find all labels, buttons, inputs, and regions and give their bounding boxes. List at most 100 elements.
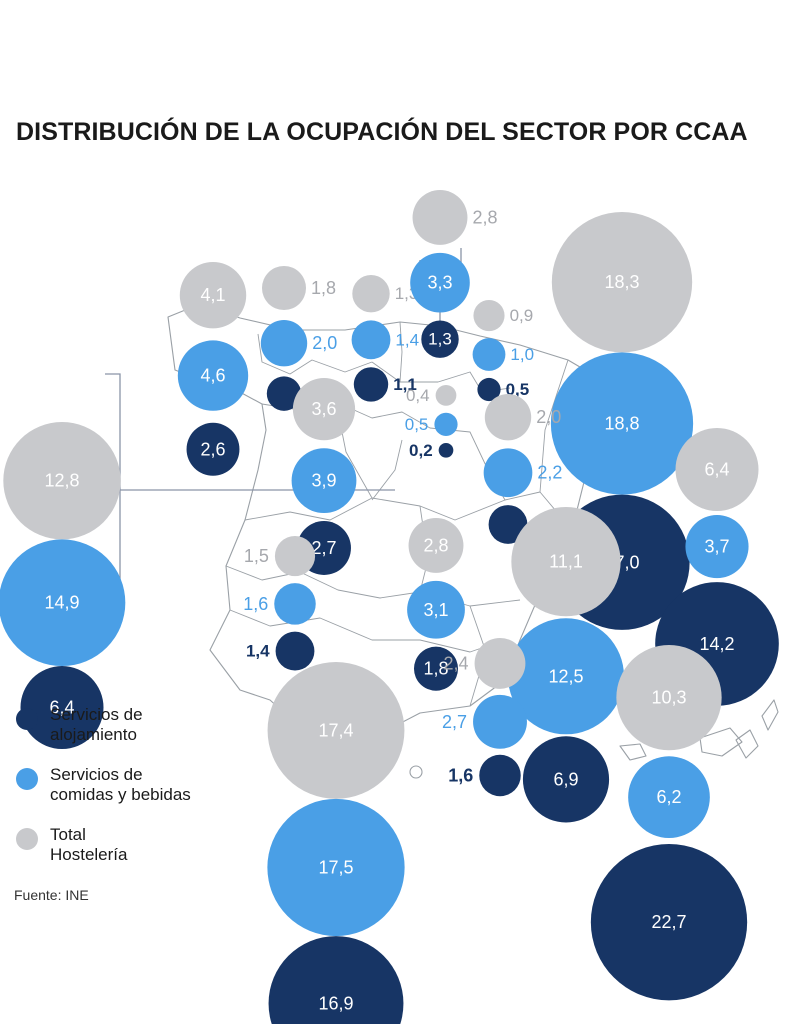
bubble-total (267, 662, 405, 799)
legend-label-total: Total Hostelería (50, 825, 128, 864)
bubble-label-comidas: 4,6 (200, 366, 225, 386)
bubble-label-total: 2,8 (472, 207, 497, 227)
bubble-comidas (434, 412, 458, 436)
bubble-comidas (410, 252, 470, 313)
island-outline (735, 729, 759, 759)
region-bubbles: 1,82,01,1 (260, 266, 337, 411)
region-bubbles: 12,8 14,9 6,4 (0, 422, 126, 750)
region-bubbles: 11,1 12,5 6,9 (508, 507, 624, 823)
region-border (244, 497, 506, 521)
bubble-label-total: 0,9 (510, 306, 534, 325)
bubble-label-alojamiento: 2,6 (200, 439, 225, 459)
bubble-total (292, 378, 356, 441)
bubble-comidas (177, 340, 249, 411)
region-bubbles: 0,4 0,5 0,2 (405, 385, 458, 460)
bubble-label-comidas: 2,0 (312, 333, 337, 353)
bubble-comidas (291, 448, 357, 514)
bubble-label-total: 10,3 (651, 688, 686, 708)
bubble-label-total: 6,4 (704, 460, 729, 480)
region-border (257, 333, 373, 375)
bubble-alojamiento (522, 736, 610, 823)
bubble-total (3, 422, 121, 540)
bubble-label-alojamiento: 6,4 (49, 698, 74, 718)
bubble-total (474, 638, 526, 689)
region-bubbles: 2,8 3,3 1,3 (410, 190, 497, 358)
bubble-label-total: 4,1 (200, 285, 225, 305)
legend-swatch-total (16, 828, 38, 850)
region-bubbles: 10,3 6,2 22,7 (590, 645, 748, 1001)
bubble-label-total: 1,5 (244, 546, 269, 566)
bubble-comidas (274, 583, 316, 625)
bubble-total (274, 536, 316, 577)
bubble-alojamiento (20, 666, 104, 750)
region-bubbles: 1,31,41,1 (351, 275, 419, 402)
bubble-alojamiento (266, 376, 302, 411)
bubble-total (616, 645, 722, 751)
bubble-alojamiento (488, 505, 528, 544)
bubble-label-alojamiento: 6,9 (553, 769, 578, 789)
bubble-total (484, 394, 532, 441)
bubble-label-alojamiento: 1,1 (393, 375, 417, 394)
bubble-label-comidas: 2,7 (442, 712, 467, 732)
bubble-alojamiento (438, 442, 454, 458)
bubble-label-alojamiento: 14,2 (699, 634, 734, 654)
bubble-label-alojamiento: 0,2 (409, 441, 433, 460)
bubble-comidas (550, 352, 694, 495)
bubble-label-comidas: 1,0 (510, 345, 534, 364)
ceuta-outline (409, 765, 423, 779)
bubble-label-total: 17,4 (318, 720, 353, 740)
bubble-label-alojamiento: 1,4 (246, 642, 270, 661)
bubble-comidas (508, 618, 624, 735)
bubble-alojamiento (477, 377, 501, 402)
bubble-label-alojamiento: 22,7 (651, 912, 686, 932)
bubble-label-comidas: 17,5 (318, 857, 353, 877)
bubble-total (473, 300, 505, 332)
bubble-label-comidas: 14,9 (44, 593, 79, 613)
region-bubbles: 4,1 4,6 2,6 (177, 262, 249, 476)
bubble-alojamiento (413, 646, 459, 691)
bubble-label-comidas: 1,6 (243, 594, 268, 614)
region-border (229, 609, 506, 653)
bubble-comidas (473, 694, 527, 749)
chart-title: DISTRIBUCIÓN DE LA OCUPACIÓN DEL SECTOR … (16, 118, 748, 146)
island-outline (761, 699, 779, 731)
bubble-total (352, 275, 390, 313)
source-note: Fuente: INE (14, 887, 89, 903)
bubble-alojamiento (479, 754, 521, 797)
bubble-label-total: 2,8 (423, 535, 448, 555)
region-bubbles: 0,91,00,5 (472, 300, 534, 402)
bubble-comidas (351, 320, 391, 360)
bubbles: 4,1 4,6 2,6 1,8 2,0 1,11,31,41,12,83,31,3 0,9 1… (0, 190, 779, 1024)
bubble-comidas (407, 580, 465, 639)
bubble-label-total: 2,0 (536, 407, 561, 427)
bubble-comidas (628, 756, 710, 838)
bubble-label-total: 2,4 (444, 653, 469, 673)
bubble-label-alojamiento: 1,3 (428, 330, 452, 349)
bubble-total (412, 190, 468, 245)
bubble-comidas (483, 448, 533, 498)
legend-label-comidas: Servicios de comidas y bebidas (50, 765, 191, 804)
bubble-comidas (0, 539, 126, 667)
bubble-total (408, 518, 464, 573)
bubble-label-total: 0,4 (406, 386, 430, 405)
bubble-label-comidas: 3,7 (704, 537, 729, 557)
bubble-alojamiento (275, 631, 315, 671)
bubble-label-comidas: 6,2 (656, 787, 681, 807)
bubble-label-comidas: 3,9 (311, 471, 336, 491)
bubble-label-alojamiento: 2,7 (311, 538, 336, 558)
bubble-total (179, 262, 247, 329)
bubble-total (435, 385, 457, 406)
bubble-label-total: 1,8 (311, 278, 336, 298)
region-border (225, 565, 521, 607)
bubble-total (261, 266, 307, 311)
bubble-label-comidas: 18,8 (604, 413, 639, 433)
island-outline (699, 727, 743, 757)
bubble-comidas (267, 798, 405, 937)
bubble-label-total: 18,3 (604, 272, 639, 292)
bubble-alojamiento (268, 936, 404, 1024)
bubble-comidas (260, 320, 308, 367)
legend-swatch-comidas (16, 768, 38, 790)
region-bubbles: 2,8 3,1 1,8 (407, 518, 465, 691)
legend-swatch-alojamiento (16, 708, 38, 730)
bubble-total (551, 212, 693, 353)
